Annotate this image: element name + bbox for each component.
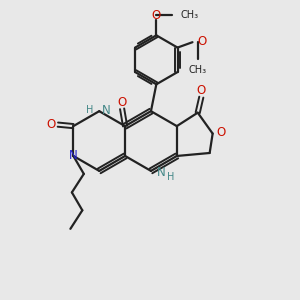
Text: H: H — [86, 105, 94, 115]
Text: CH₃: CH₃ — [180, 10, 198, 20]
Text: N: N — [102, 104, 111, 117]
Text: O: O — [197, 84, 206, 97]
Text: O: O — [216, 126, 226, 139]
Text: O: O — [152, 8, 161, 22]
Text: N: N — [157, 166, 166, 179]
Text: CH₃: CH₃ — [189, 65, 207, 75]
Text: O: O — [47, 118, 56, 131]
Text: N: N — [69, 149, 78, 163]
Text: H: H — [167, 172, 175, 182]
Text: O: O — [198, 35, 207, 48]
Text: O: O — [118, 96, 127, 109]
